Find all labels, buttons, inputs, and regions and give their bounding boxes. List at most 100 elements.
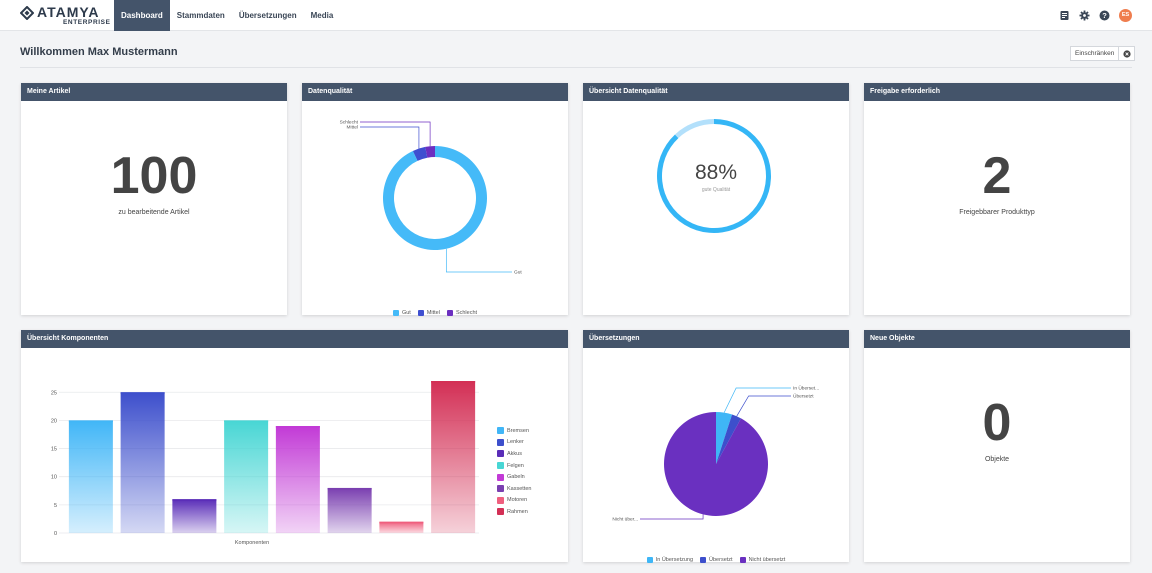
- bar-top-rahmen: [431, 381, 476, 383]
- legend-swatch: [700, 557, 707, 563]
- legend-label: Schlecht: [455, 310, 478, 316]
- my-articles-label: zu bearbeitende Artikel: [118, 209, 190, 216]
- legend-label: Akkus: [507, 450, 522, 457]
- bar-felgen: [224, 420, 269, 533]
- pie-leader-in-ubersetzung: [723, 387, 791, 413]
- legend-label: Nicht übersetzt: [748, 557, 786, 563]
- data-quality-legend-item-mittel[interactable]: Mittel: [417, 310, 440, 316]
- diamond-logo-icon: [20, 6, 34, 20]
- donut-leader-schlecht: [360, 121, 431, 147]
- donut-leader-gut: [445, 248, 512, 273]
- quality-caption: gute Qualität: [701, 187, 731, 193]
- card-title: Neue Objekte: [864, 330, 1130, 348]
- help-icon[interactable]: ?: [1099, 10, 1110, 21]
- y-tick-label: 5: [54, 503, 57, 509]
- nav-dashboard[interactable]: Dashboard: [114, 0, 170, 31]
- donut-slice-gut: [383, 146, 487, 250]
- components-legend-item-lenker[interactable]: Lenker: [497, 437, 531, 449]
- components-legend-item-gabeln[interactable]: Gabeln: [497, 471, 531, 483]
- notes-icon[interactable]: [1059, 10, 1070, 21]
- legend-swatch: [417, 310, 424, 316]
- card-title: Freigabe erforderlich: [864, 83, 1130, 101]
- toolbar-icons: ? ES: [1059, 9, 1132, 22]
- donut-slice-mittel: [412, 146, 428, 161]
- restrict-clear-button[interactable]: [1118, 47, 1134, 60]
- components-legend-item-rahmen[interactable]: Rahmen: [497, 506, 531, 518]
- card-approval: Freigabe erforderlich 2 Freigebbarer Pro…: [864, 83, 1130, 315]
- nav-uebersetzungen[interactable]: Übersetzungen: [238, 11, 297, 20]
- legend-swatch: [497, 485, 504, 493]
- x-axis-label: Komponenten: [235, 540, 269, 546]
- header-divider: [20, 67, 1132, 68]
- translations-legend-item-ubersetzt[interactable]: Übersetzt: [700, 557, 733, 563]
- bar-bremsen: [68, 420, 113, 533]
- legend-swatch: [446, 310, 453, 316]
- components-legend-item-bremsen[interactable]: Bremsen: [497, 425, 531, 437]
- components-legend-item-kassetten[interactable]: Kassetten: [497, 483, 531, 495]
- pie-label-ubersetzt: Übersetzt: [793, 393, 814, 400]
- data-quality-legend-item-schlecht[interactable]: Schlecht: [446, 310, 478, 316]
- legend-label: Übersetzt: [709, 557, 733, 563]
- pie-leader-nicht-ubersetzt: [640, 514, 704, 520]
- approval-label: Freigebbarer Produkttyp: [959, 209, 1035, 216]
- components-legend: Bremsen Lenker Akkus Felgen Gabeln Kassetten M…: [497, 425, 531, 518]
- nav-media[interactable]: Media: [310, 11, 334, 20]
- legend-label: Motoren: [507, 497, 528, 504]
- legend-label: Lenker: [507, 439, 524, 446]
- legend-label: Rahmen: [507, 508, 528, 515]
- donut-label-mittel: Mittel: [347, 125, 358, 131]
- card-quality-overview: Übersicht Datenqualität 88% gute Qualitä…: [583, 83, 849, 315]
- pie-label-nicht-ubersetzt: Nicht über...: [612, 517, 638, 523]
- components-legend-item-akkus[interactable]: Akkus: [497, 448, 531, 460]
- bar-lenker: [120, 392, 165, 533]
- bar-kassetten: [327, 487, 372, 533]
- translations-pie-chart: In Überset...Übersetzt Nicht über...: [612, 385, 819, 523]
- data-quality-legend: Gut Mittel Schlecht: [302, 310, 568, 316]
- card-title: Meine Artikel: [21, 83, 287, 101]
- user-avatar[interactable]: ES: [1119, 9, 1132, 22]
- legend-swatch: [497, 427, 504, 435]
- donut-label-schlecht: Schlecht: [340, 120, 359, 126]
- card-data-quality: Datenqualität Schlecht Mittel Gut Gut Mitte…: [302, 83, 568, 316]
- bar-top-akkus: [172, 499, 217, 501]
- legend-swatch: [392, 310, 399, 316]
- new-objects-count: 0: [982, 394, 1012, 452]
- brand-logo[interactable]: ATAMYA ENTERPRISE: [20, 5, 110, 27]
- y-tick-label: 15: [51, 447, 57, 453]
- card-title: Übersetzungen: [583, 330, 849, 348]
- my-articles-count: 100: [110, 147, 198, 205]
- nav-stammdaten[interactable]: Stammdaten: [176, 11, 225, 20]
- brand-subtitle: ENTERPRISE: [63, 19, 111, 26]
- legend-label: Felgen: [507, 462, 524, 469]
- components-legend-item-motoren[interactable]: Motoren: [497, 495, 531, 507]
- pie-slice-ubersetzt: [716, 414, 742, 464]
- restrict-control: Einschränken: [1070, 46, 1136, 61]
- card-components: Übersicht Komponenten 0 5 10 15 20 25 Komponen…: [21, 330, 568, 562]
- gauge-arc-remaining: [674, 119, 714, 139]
- legend-swatch: [497, 473, 504, 481]
- pie-slice-nicht-ubersetzt: [664, 412, 768, 516]
- legend-label: Gut: [401, 310, 411, 316]
- y-tick-label: 25: [51, 390, 57, 396]
- legend-label: In Übersetzung: [655, 557, 694, 563]
- bar-top-bremsen: [68, 420, 113, 423]
- bar-top-lenker: [120, 392, 165, 394]
- quality-gauge-chart: [657, 119, 771, 233]
- data-quality-legend-item-gut[interactable]: Gut: [392, 310, 411, 316]
- gear-icon[interactable]: [1079, 10, 1090, 21]
- card-title: Übersicht Datenqualität: [583, 83, 849, 101]
- page-title: Willkommen Max Mustermann: [20, 46, 178, 58]
- bar-top-gabeln: [275, 426, 320, 428]
- approval-count: 2: [982, 147, 1012, 205]
- translations-legend: In Übersetzung Übersetzt Nicht übersetzt: [583, 557, 849, 563]
- components-legend-item-felgen[interactable]: Felgen: [497, 460, 531, 472]
- restrict-button[interactable]: Einschränken: [1075, 50, 1115, 57]
- legend-label: Mittel: [426, 310, 440, 316]
- card-new-objects: Neue Objekte 0 Objekte: [864, 330, 1130, 562]
- legend-label: Kassetten: [507, 485, 532, 492]
- legend-swatch: [497, 450, 504, 458]
- translations-legend-item-in-ubersetzung[interactable]: In Übersetzung: [646, 557, 694, 563]
- legend-swatch: [646, 557, 653, 563]
- translations-legend-item-nicht-ubersetzt[interactable]: Nicht übersetzt: [739, 557, 786, 563]
